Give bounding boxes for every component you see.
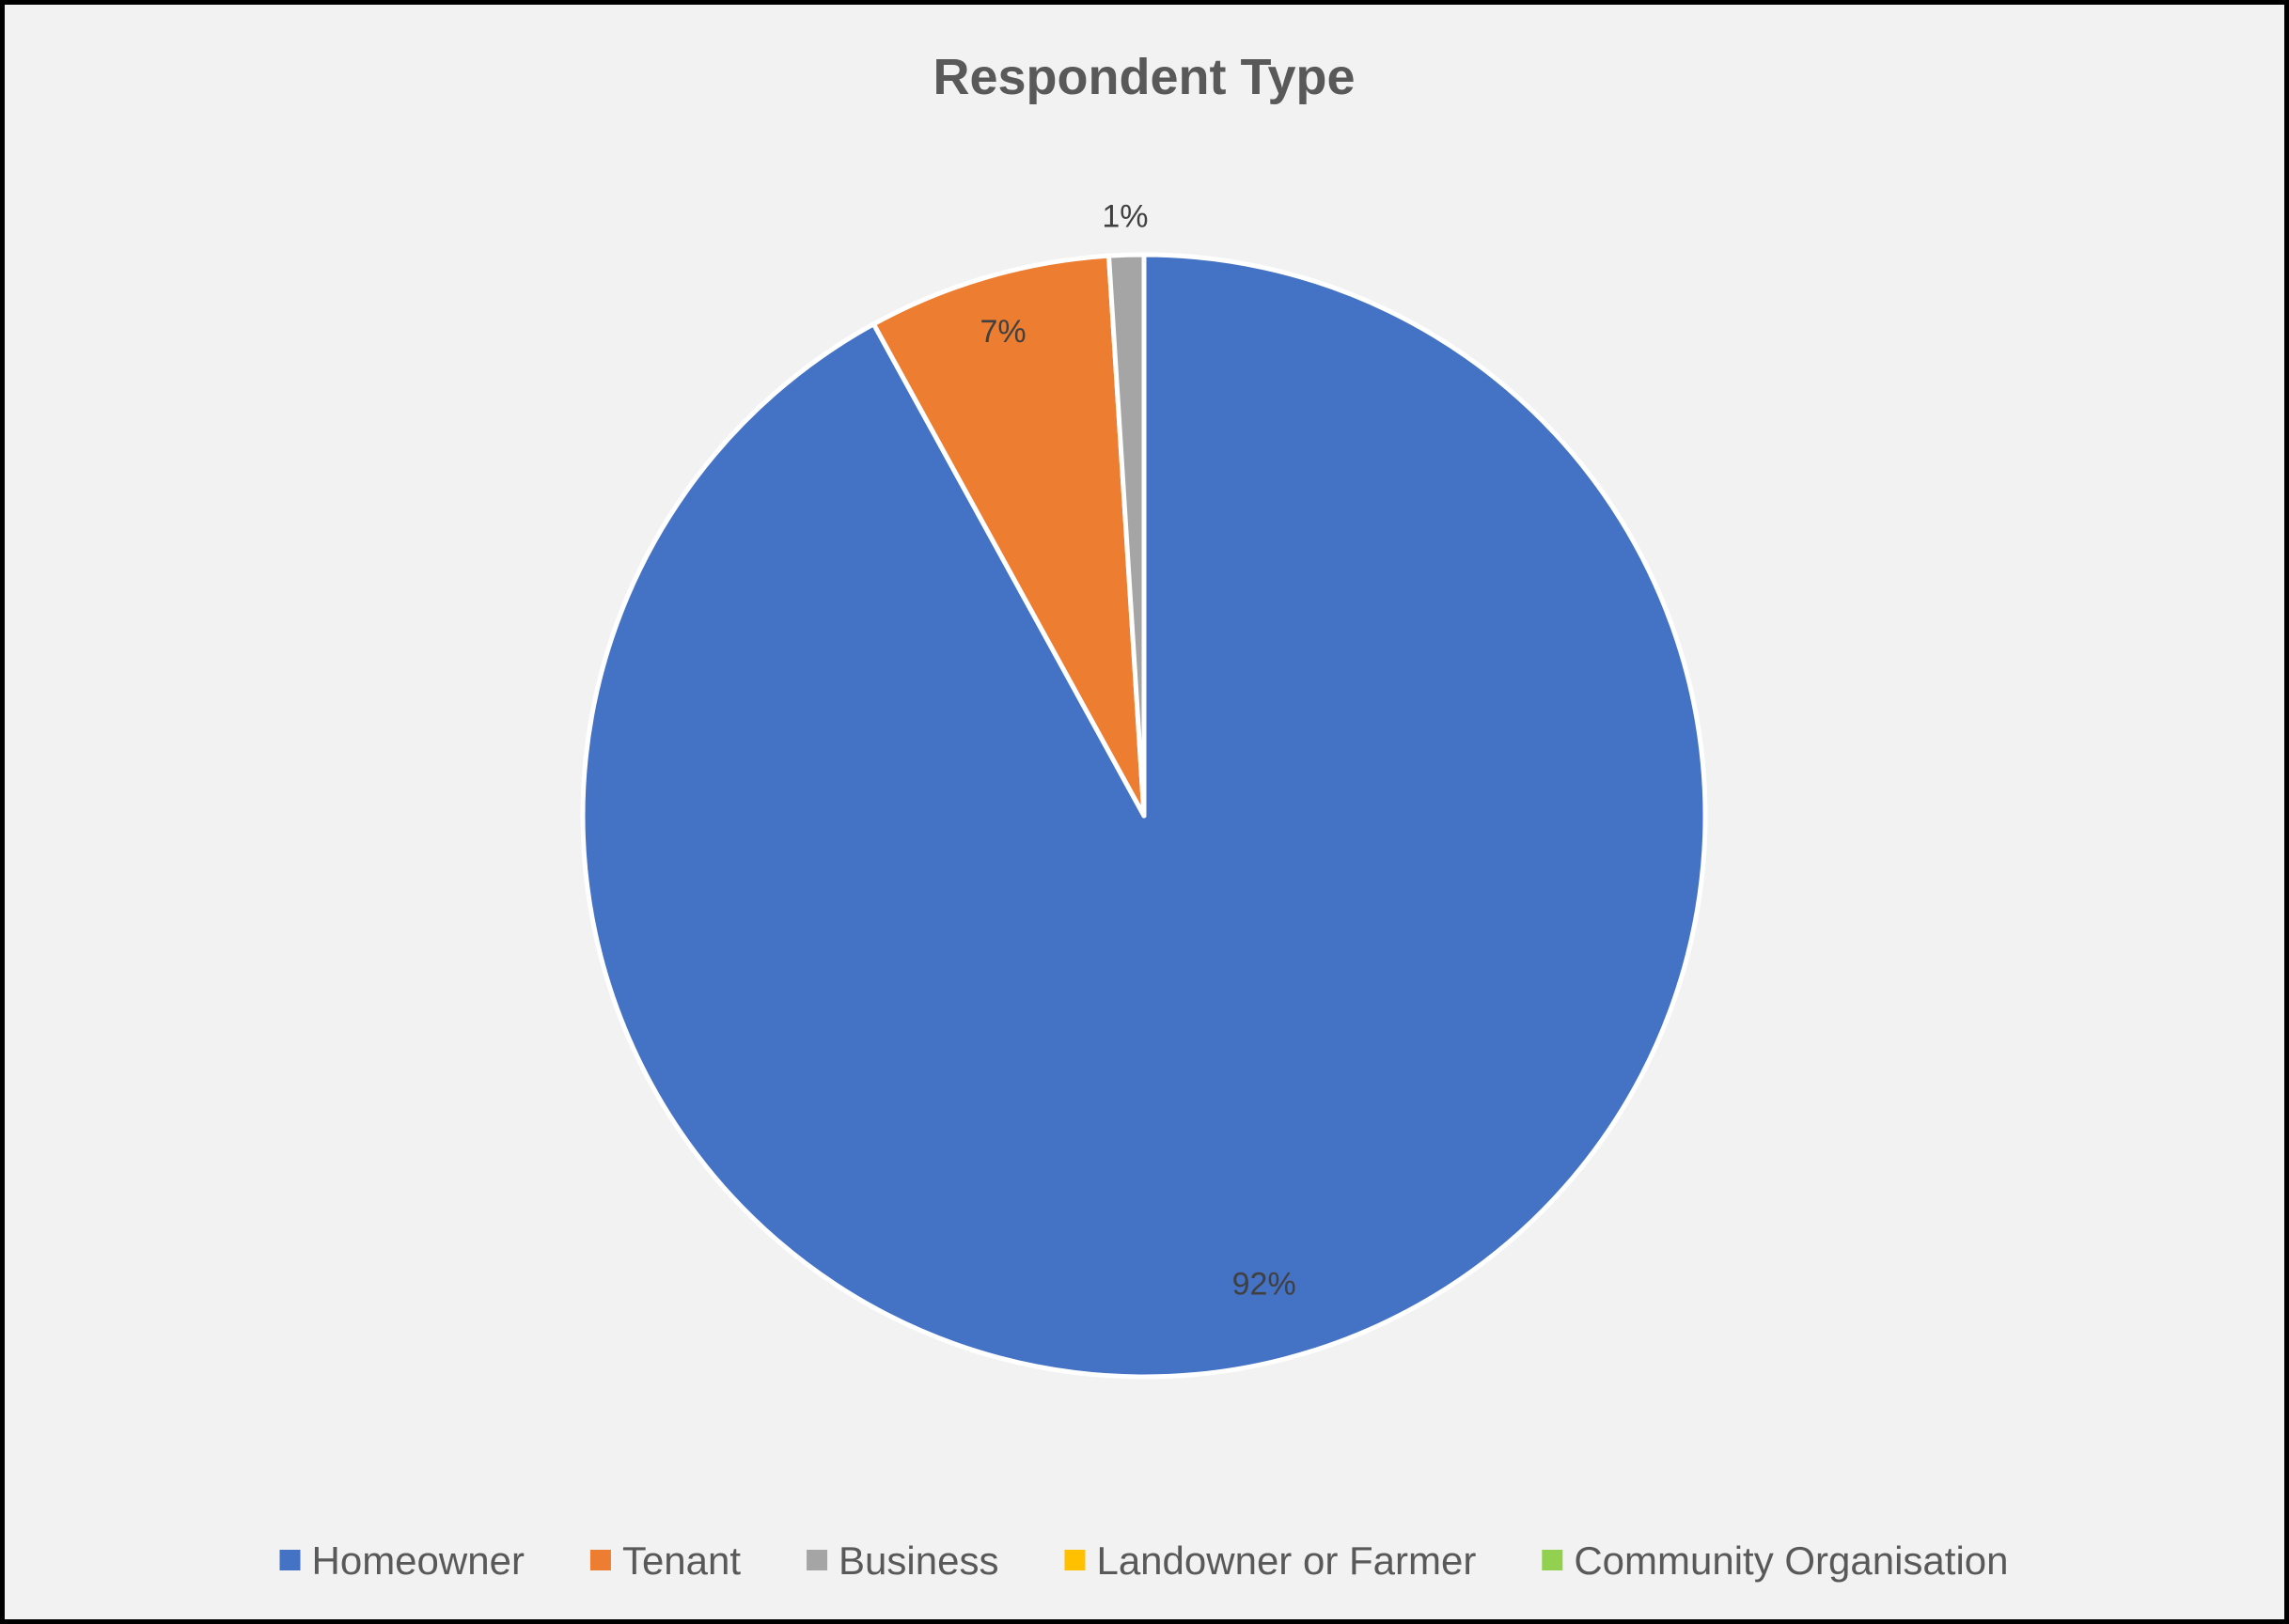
chart-title: Respondent Type xyxy=(933,49,1355,105)
legend-item-tenant: Tenant xyxy=(589,1538,741,1583)
legend-item-community-organisation: Community Organisation xyxy=(1542,1538,2009,1583)
legend-item-landowner-or-farmer: Landowner or Farmer xyxy=(1064,1538,1476,1583)
pie-chart: Respondent Type 92% 7% 1% Homeowner Tenant B… xyxy=(279,49,2009,1583)
data-labels: 92% 7% 1% xyxy=(980,199,1296,1303)
legend-swatch-community-organisation xyxy=(1542,1550,1563,1570)
pie-slice-tenant xyxy=(870,253,1147,819)
legend-swatch-business xyxy=(807,1550,828,1570)
data-label-business: 1% xyxy=(1102,199,1148,235)
pie-slice-business xyxy=(1106,252,1147,819)
legend-item-business: Business xyxy=(807,1538,998,1583)
legend-item-homeowner: Homeowner xyxy=(279,1538,525,1583)
data-label-tenant: 7% xyxy=(980,314,1027,350)
legend-label-tenant: Tenant xyxy=(622,1538,741,1583)
legend-swatch-tenant xyxy=(589,1550,611,1570)
legend-label-landowner-or-farmer: Landowner or Farmer xyxy=(1096,1538,1476,1583)
legend-label-business: Business xyxy=(839,1538,998,1583)
legend-swatch-landowner-or-farmer xyxy=(1064,1550,1086,1570)
legend: Homeowner Tenant Business Landowner or Farm… xyxy=(279,1538,2009,1583)
pie-slices xyxy=(580,252,1708,1380)
data-label-homeowner: 92% xyxy=(1232,1266,1296,1302)
legend-swatch-homeowner xyxy=(279,1550,301,1570)
legend-label-homeowner: Homeowner xyxy=(312,1538,525,1583)
legend-label-community-organisation: Community Organisation xyxy=(1574,1538,2008,1583)
